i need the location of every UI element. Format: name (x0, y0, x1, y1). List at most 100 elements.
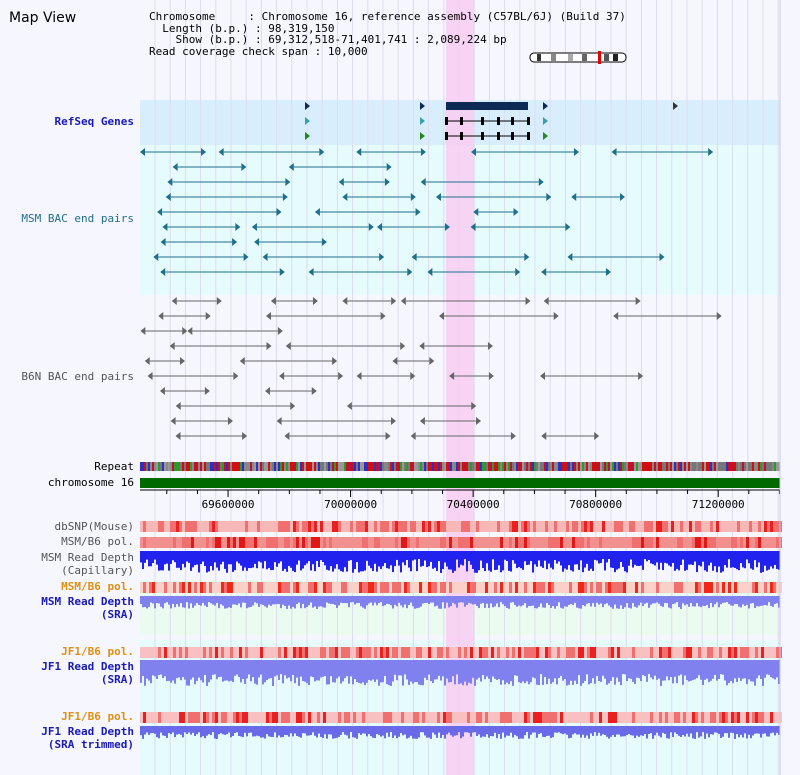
track-label-msm-bac[interactable]: MSM BAC end pairs (21, 212, 134, 225)
jf1-b6-pol-cell (224, 647, 227, 658)
repeat-segment (394, 462, 396, 471)
jf1-b6-pol-2-cell (251, 712, 254, 723)
msm-depth-capillary-bar (644, 551, 646, 560)
repeat-segment (236, 462, 238, 471)
msm-depth-sra-bar (274, 596, 276, 605)
jf1-depth-sra-bar (654, 660, 656, 676)
dbsnp-cell (308, 521, 311, 532)
chromosome-ideogram[interactable] (529, 51, 627, 64)
msm-depth-sra-bar (624, 596, 626, 608)
jf1-b6-pol-cell (365, 647, 368, 658)
jf1-depth-trimmed-bar (374, 726, 376, 739)
msm-bac-pair-end (218, 148, 224, 156)
msm-depth-capillary-bar (440, 551, 442, 573)
jf1-b6-pol-cell (746, 647, 749, 658)
repeat-segment (600, 462, 602, 471)
jf1-b6-pol-cell (158, 647, 161, 658)
msm-bac-pair-end (538, 178, 544, 186)
jf1-b6-pol-cell (617, 647, 620, 658)
msm-b6-pol-2-cell (404, 582, 407, 593)
msm-depth-capillary-bar (710, 551, 712, 563)
dbsnp-cell (326, 521, 329, 532)
msm-depth-sra-bar (178, 596, 180, 607)
msm-depth-capillary-bar (246, 551, 248, 571)
jf1-depth-sra-bar (622, 660, 624, 675)
msm-b6-pol-2-cell (359, 582, 362, 593)
jf1-depth-trimmed-bar (696, 726, 698, 733)
repeat-segment (540, 462, 542, 471)
jf1-b6-pol-2-cell (143, 712, 146, 723)
repeat-segment (264, 462, 266, 471)
jf1-depth-trimmed-bar (686, 726, 688, 734)
refseq-gene-track[interactable] (305, 102, 678, 140)
jf1-depth-trimmed-bar (582, 726, 584, 735)
dbsnp-cell (557, 521, 560, 532)
msm-depth-sra-bar (410, 596, 412, 603)
jf1-b6-pol-2-cell (728, 712, 731, 723)
msm-depth-sra-bar (558, 596, 560, 603)
b6n-bac-pair-end (311, 387, 317, 395)
track-label-b6n-bac[interactable]: B6N BAC end pairs (21, 370, 134, 383)
msm-depth-sra-bar (394, 596, 396, 605)
msm-depth-sra-bar (296, 596, 298, 604)
jf1-b6-pol-cell (455, 647, 458, 658)
jf1-depth-sra-bar (194, 660, 196, 685)
jf1-depth-sra-bar (490, 660, 492, 683)
jf1-b6-pol-cell (155, 647, 158, 658)
msm-bac-pair-end (377, 223, 383, 231)
repeat-segment (178, 462, 180, 471)
msm-depth-capillary-bar (464, 551, 466, 560)
msm-b6-pol-cell (329, 537, 332, 548)
b6n-bac-track[interactable] (140, 297, 722, 440)
jf1-depth-trimmed-bar (616, 726, 618, 735)
jf1-b6-pol-cell (479, 647, 482, 658)
repeat-segment (322, 462, 324, 471)
msm-depth-sra-bar (560, 596, 562, 608)
repeat-segment (406, 462, 408, 471)
msm-depth-capillary-bar (382, 551, 384, 567)
jf1-depth-sra-bar (230, 660, 232, 681)
msm-depth-capillary-bar (422, 551, 424, 566)
jf1-depth-trimmed-bar (336, 726, 338, 738)
msm-depth-capillary-bar (412, 551, 414, 561)
repeat-segment (172, 462, 174, 471)
jf1-depth-sra-bar (504, 660, 506, 685)
msm-depth-sra-bar (372, 596, 374, 606)
msm-depth-sra-bar (254, 596, 256, 603)
msm-depth-capillary-bar (274, 551, 276, 563)
jf1-depth-trimmed-bar (762, 726, 764, 734)
msm-depth-sra-bar (612, 596, 614, 609)
msm-b6-pol-2-cell (761, 582, 764, 593)
b6n-bac-pair-end (400, 342, 406, 350)
jf1-depth-trimmed-bar (338, 726, 340, 737)
dbsnp-cell (524, 521, 527, 532)
jf1-b6-pol-2-cell (389, 712, 392, 723)
repeat-segment (242, 462, 244, 471)
jf1-b6-pol-cell (701, 647, 704, 658)
msm-depth-sra-bar (768, 596, 770, 603)
jf1-depth-trimmed-bar (370, 726, 372, 737)
b6n-bac-pair-end (471, 402, 477, 410)
jf1-depth-sra-bar (232, 660, 234, 682)
msm-b6-pol-cell (548, 537, 551, 548)
jf1-depth-sra-bar (154, 660, 156, 677)
msm-bac-pair-end (356, 148, 362, 156)
jf1-depth-sra-bar (198, 660, 200, 678)
msm-depth-capillary-bar (458, 551, 460, 568)
repeat-track[interactable] (140, 462, 780, 471)
dbsnp-cell (425, 521, 428, 532)
msm-bac-pair-end (368, 223, 374, 231)
ideogram-band (537, 54, 541, 61)
msm-depth-sra-bar (234, 596, 236, 605)
jf1-depth-sra-bar (586, 660, 588, 675)
msm-bac-track[interactable] (140, 148, 714, 276)
jf1-depth-trimmed-bar (464, 726, 466, 733)
dbsnp-cell (632, 521, 635, 532)
jf1-depth-trimmed-bar (470, 726, 472, 737)
msm-b6-pol-cell (728, 537, 731, 548)
msm-b6-pol-cell (722, 537, 725, 548)
msm-b6-pol-2-cell (164, 582, 167, 593)
track-label-refseq[interactable]: RefSeq Genes (54, 115, 134, 128)
msm-depth-sra-bar (730, 596, 732, 606)
